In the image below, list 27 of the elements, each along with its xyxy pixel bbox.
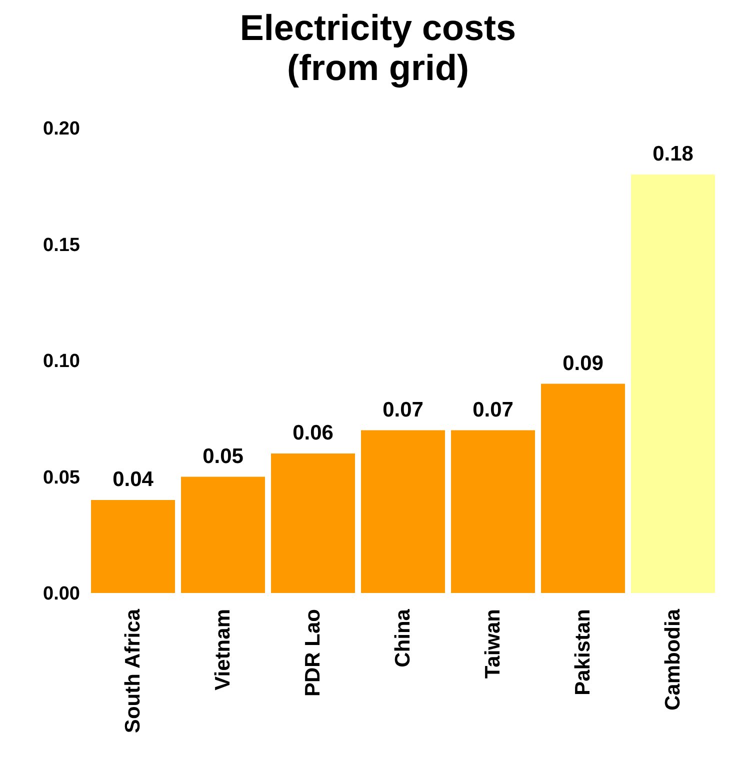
bar xyxy=(451,430,535,593)
y-tick-label: 0.20 xyxy=(43,118,80,140)
x-tick-label: China xyxy=(392,608,414,668)
x-tick-label: PDR Lao xyxy=(302,609,324,697)
x-tick-label: South Africa xyxy=(122,608,144,734)
x-tick-label: Vietnam xyxy=(212,609,234,690)
x-tick-label: Taiwan xyxy=(482,609,504,679)
bar xyxy=(271,454,355,593)
x-tick-label: Cambodia xyxy=(662,608,684,711)
x-tick-label: Pakistan xyxy=(572,609,594,696)
chart-title: Electricity costs (from grid) xyxy=(238,7,518,88)
y-tick-label: 0.10 xyxy=(43,351,80,372)
data-label: 0.07 xyxy=(382,398,424,422)
bar xyxy=(361,430,445,593)
y-tick-label: 0.00 xyxy=(43,584,80,605)
data-label: 0.05 xyxy=(202,444,244,468)
data-label: 0.06 xyxy=(292,422,334,444)
y-tick-label: 0.15 xyxy=(43,234,80,256)
bar xyxy=(181,476,265,593)
bar xyxy=(91,500,175,593)
bar xyxy=(631,174,715,593)
data-label: 0.04 xyxy=(112,468,154,491)
y-tick-label: 0.05 xyxy=(43,467,80,488)
data-label: 0.18 xyxy=(652,142,694,166)
bar xyxy=(541,384,625,593)
data-label: 0.07 xyxy=(472,398,514,422)
data-label: 0.09 xyxy=(562,352,604,375)
